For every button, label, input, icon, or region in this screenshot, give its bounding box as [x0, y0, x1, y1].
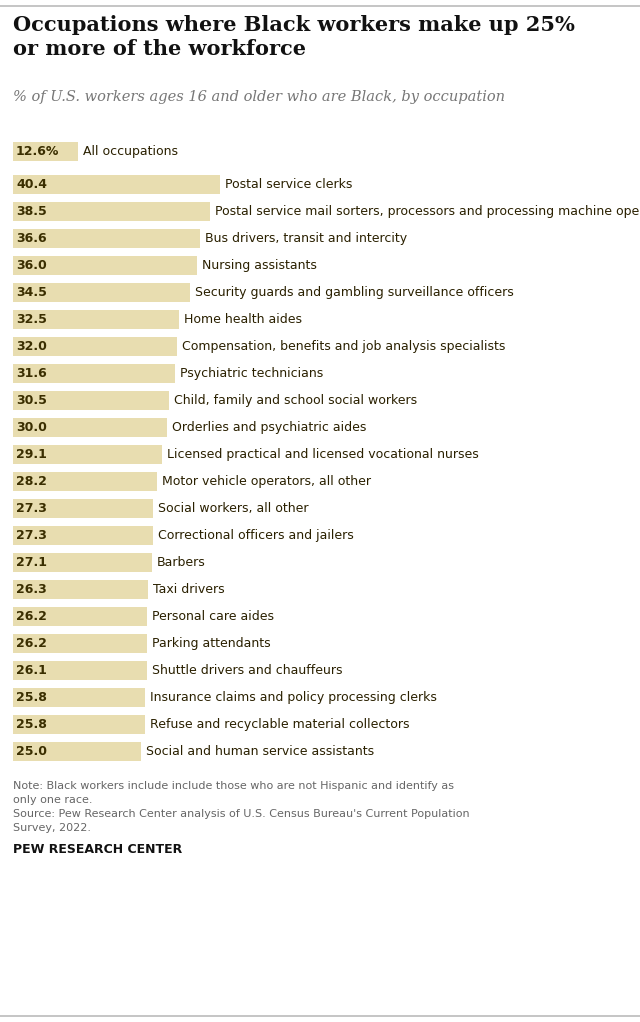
Bar — [13, 256, 197, 275]
Text: 26.3: 26.3 — [16, 583, 47, 596]
Text: 30.5: 30.5 — [16, 394, 47, 407]
Bar — [13, 526, 153, 545]
Text: Child, family and school social workers: Child, family and school social workers — [174, 394, 417, 407]
Text: 36.0: 36.0 — [16, 259, 47, 272]
Bar — [13, 418, 166, 437]
Bar — [13, 142, 77, 161]
Text: 29.1: 29.1 — [16, 448, 47, 461]
Bar — [13, 472, 157, 491]
Bar — [13, 391, 169, 410]
Bar — [13, 553, 152, 572]
Text: All occupations: All occupations — [83, 145, 177, 158]
Text: Correctional officers and jailers: Correctional officers and jailers — [158, 529, 353, 542]
Text: 25.8: 25.8 — [16, 718, 47, 731]
Text: Personal care aides: Personal care aides — [152, 610, 274, 623]
Text: Occupations where Black workers make up 25%
or more of the workforce: Occupations where Black workers make up … — [13, 15, 575, 59]
Bar — [13, 634, 147, 653]
Bar — [13, 580, 148, 599]
Text: 27.1: 27.1 — [16, 556, 47, 569]
Text: Psychiatric technicians: Psychiatric technicians — [180, 367, 323, 380]
Bar — [13, 715, 145, 734]
Text: Social workers, all other: Social workers, all other — [158, 502, 308, 515]
Text: Social and human service assistants: Social and human service assistants — [146, 745, 374, 758]
Bar — [13, 445, 162, 464]
Text: Orderlies and psychiatric aides: Orderlies and psychiatric aides — [172, 421, 366, 434]
Text: Barbers: Barbers — [157, 556, 205, 569]
Text: 12.6%: 12.6% — [16, 145, 60, 158]
Text: Nursing assistants: Nursing assistants — [202, 259, 317, 272]
Text: Taxi drivers: Taxi drivers — [153, 583, 225, 596]
Text: 25.8: 25.8 — [16, 691, 47, 704]
Bar — [13, 499, 153, 518]
Text: Licensed practical and licensed vocational nurses: Licensed practical and licensed vocation… — [167, 448, 479, 461]
Text: 31.6: 31.6 — [16, 367, 47, 380]
Text: Refuse and recyclable material collectors: Refuse and recyclable material collector… — [150, 718, 410, 731]
Bar — [13, 337, 177, 356]
Text: 26.2: 26.2 — [16, 610, 47, 623]
Text: Shuttle drivers and chauffeurs: Shuttle drivers and chauffeurs — [152, 664, 342, 677]
Bar — [13, 607, 147, 626]
Text: 34.5: 34.5 — [16, 286, 47, 299]
Text: 27.3: 27.3 — [16, 529, 47, 542]
Text: Bus drivers, transit and intercity: Bus drivers, transit and intercity — [205, 232, 408, 245]
Bar — [13, 202, 210, 221]
Text: Home health aides: Home health aides — [184, 313, 303, 326]
Text: Postal service mail sorters, processors and processing machine operators: Postal service mail sorters, processors … — [215, 205, 640, 218]
Text: 36.6: 36.6 — [16, 232, 47, 245]
Text: 30.0: 30.0 — [16, 421, 47, 434]
Bar — [13, 364, 175, 383]
Bar — [13, 310, 179, 329]
Text: 27.3: 27.3 — [16, 502, 47, 515]
Text: 28.2: 28.2 — [16, 475, 47, 487]
Bar — [13, 229, 200, 248]
Text: 25.0: 25.0 — [16, 745, 47, 758]
Text: PEW RESEARCH CENTER: PEW RESEARCH CENTER — [13, 843, 182, 856]
Text: 26.2: 26.2 — [16, 637, 47, 650]
Bar — [13, 688, 145, 707]
Text: Compensation, benefits and job analysis specialists: Compensation, benefits and job analysis … — [182, 340, 505, 353]
Text: Insurance claims and policy processing clerks: Insurance claims and policy processing c… — [150, 691, 437, 704]
Text: Motor vehicle operators, all other: Motor vehicle operators, all other — [163, 475, 371, 487]
Text: Postal service clerks: Postal service clerks — [225, 178, 352, 191]
Text: Note: Black workers include include those who are not Hispanic and identify as
o: Note: Black workers include include thos… — [13, 781, 470, 833]
Text: 40.4: 40.4 — [16, 178, 47, 191]
Bar — [13, 742, 141, 761]
Bar — [13, 175, 220, 194]
Bar — [13, 283, 189, 301]
Text: % of U.S. workers ages 16 and older who are Black, by occupation: % of U.S. workers ages 16 and older who … — [13, 90, 505, 104]
Text: 38.5: 38.5 — [16, 205, 47, 218]
Text: Parking attendants: Parking attendants — [152, 637, 271, 650]
Text: Security guards and gambling surveillance officers: Security guards and gambling surveillanc… — [195, 286, 513, 299]
Text: 32.0: 32.0 — [16, 340, 47, 353]
Text: 26.1: 26.1 — [16, 664, 47, 677]
Bar — [13, 661, 147, 680]
Text: 32.5: 32.5 — [16, 313, 47, 326]
